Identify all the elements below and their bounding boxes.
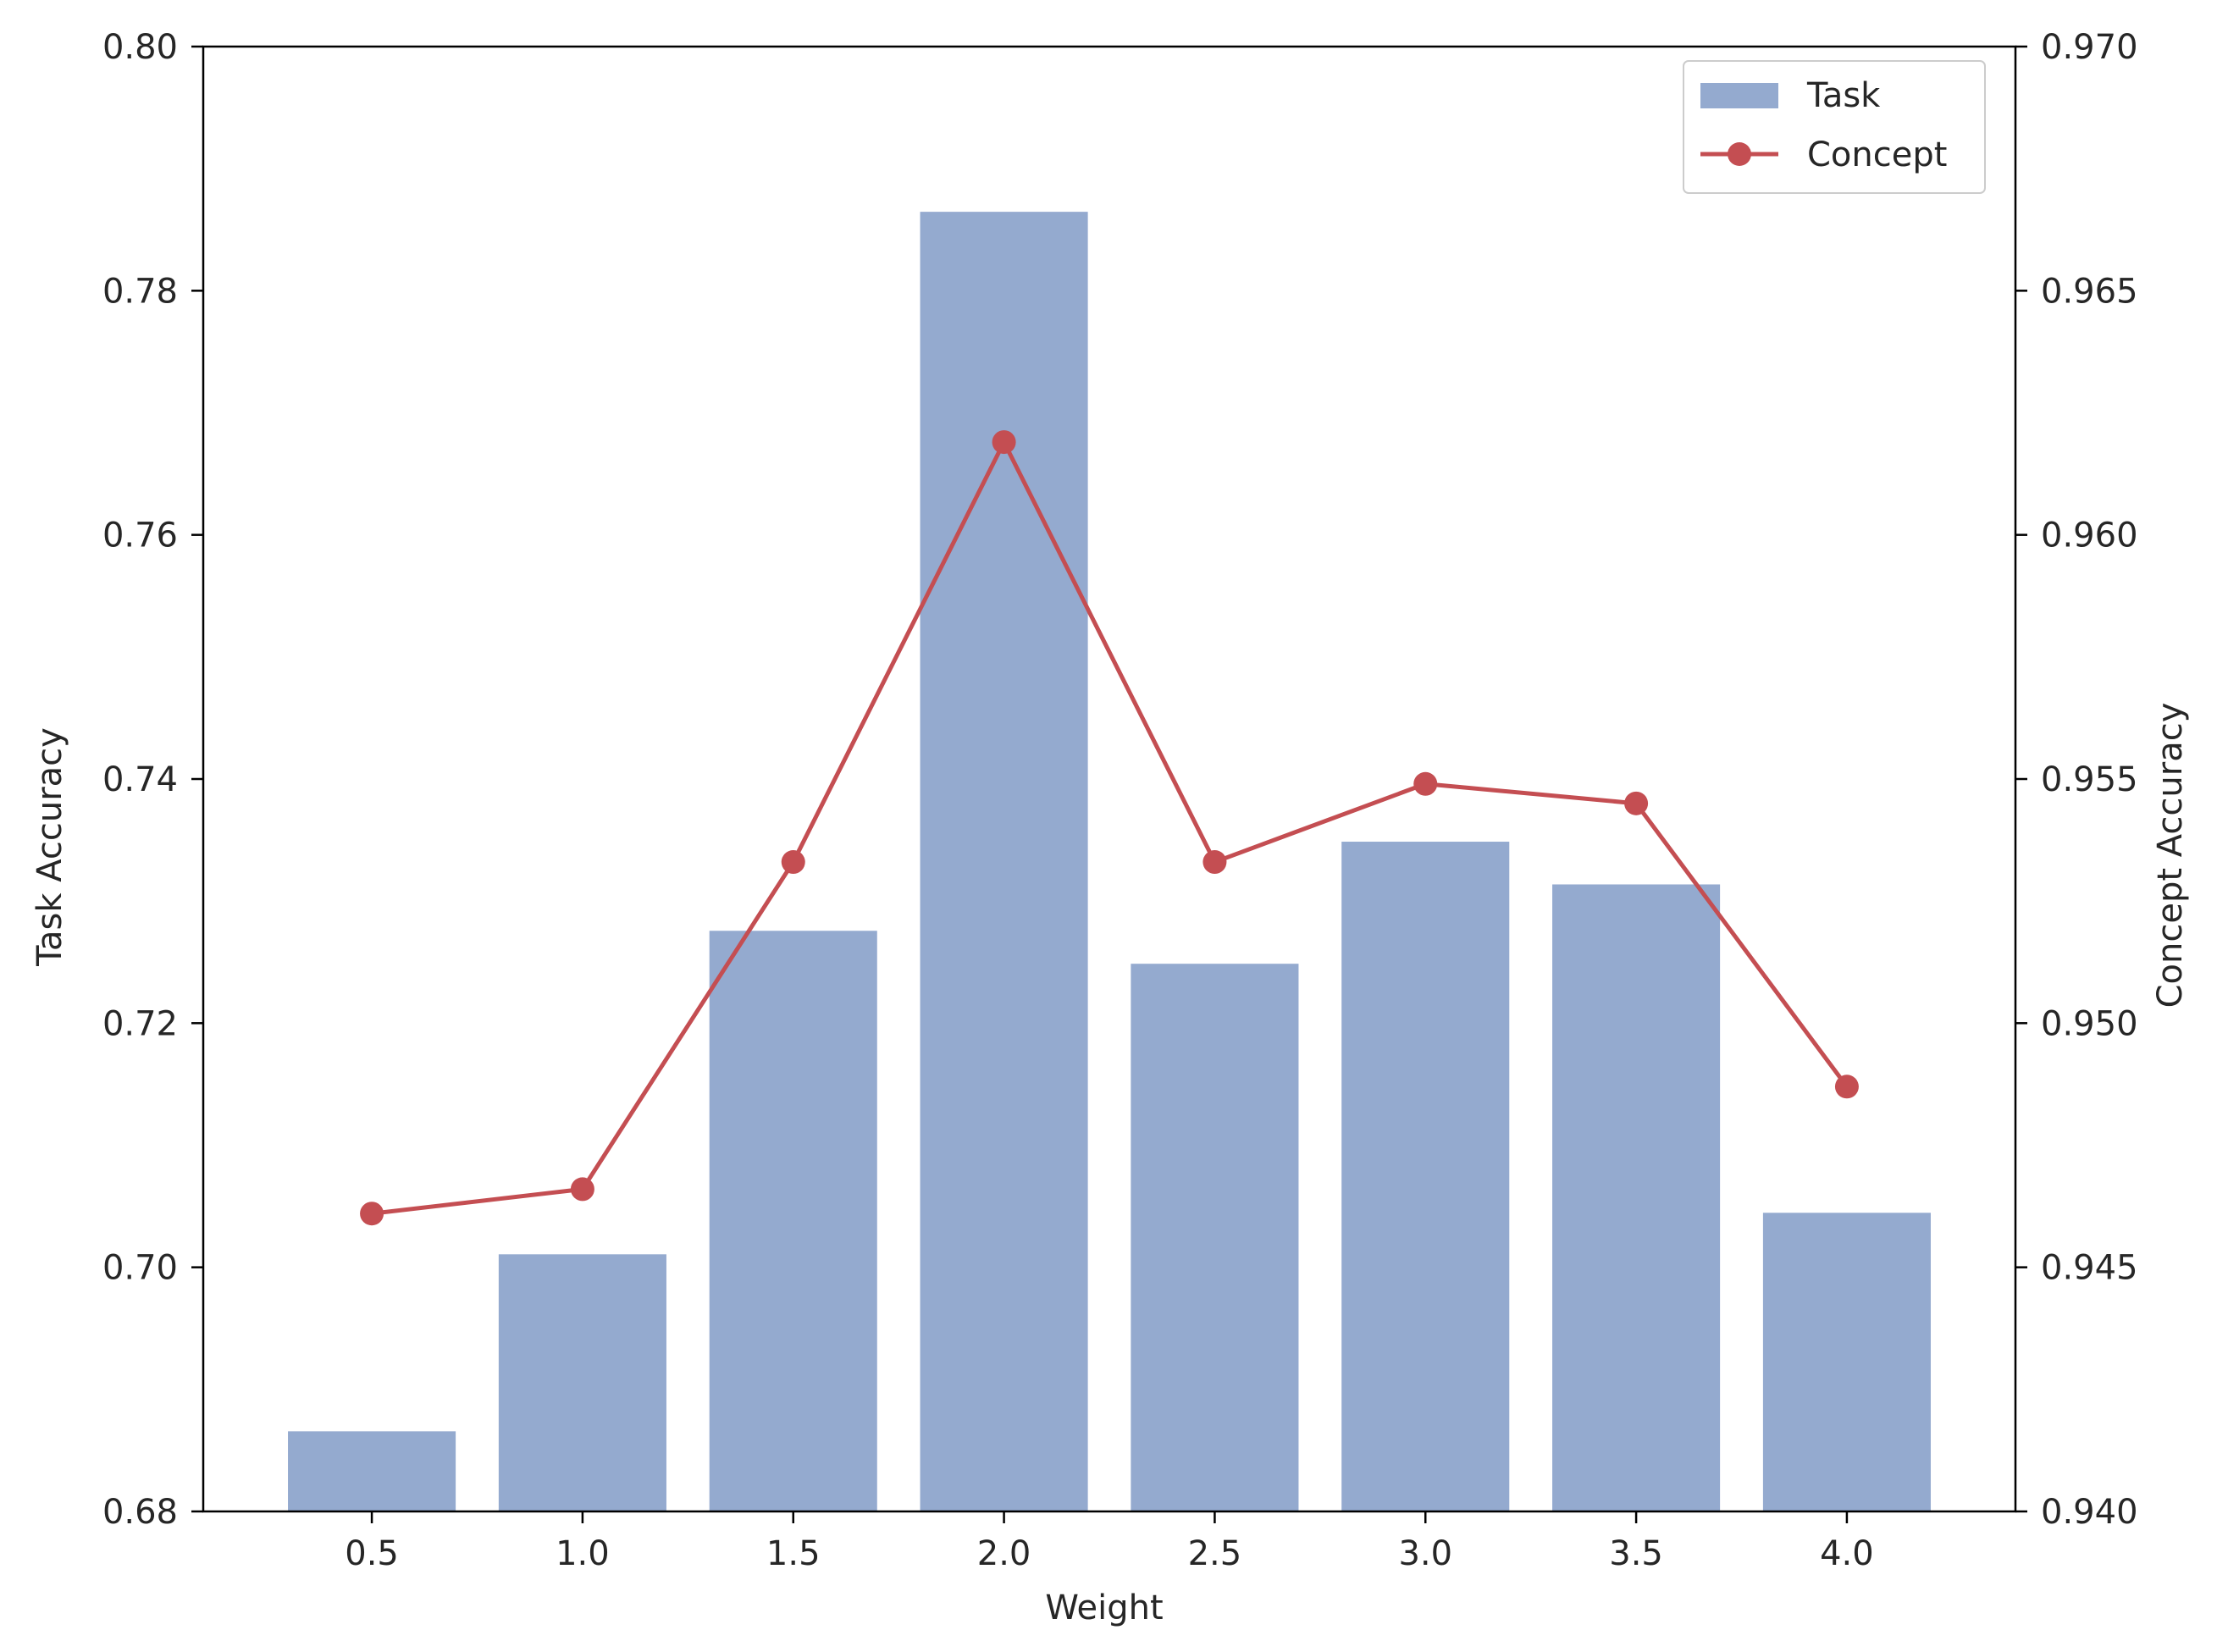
legend: Task Concept xyxy=(1683,60,1986,194)
concept-point-1.0 xyxy=(570,1177,594,1202)
x-tick-label: 3.0 xyxy=(1398,1534,1452,1573)
concept-point-2.5 xyxy=(1202,850,1227,875)
bars-layer xyxy=(287,211,1932,1512)
y-right-tick-label: 0.945 xyxy=(2041,1249,2138,1288)
legend-label-task: Task xyxy=(1806,76,1881,115)
plot-frame xyxy=(202,45,2017,1513)
y-right-tick-label: 0.960 xyxy=(2041,517,2138,555)
concept-line xyxy=(371,439,1849,1216)
y-axis-left-title: Task Accuracy xyxy=(30,727,69,967)
y-left-tick-label: 0.76 xyxy=(102,517,178,555)
legend-label-concept: Concept xyxy=(1807,135,1947,174)
x-tick-label: 1.0 xyxy=(556,1534,610,1573)
concept-point-2.0 xyxy=(992,430,1016,455)
concept-point-4.0 xyxy=(1834,1075,1859,1099)
legend-swatch-task xyxy=(1700,83,1778,108)
x-axis-title: Weight xyxy=(1045,1588,1163,1627)
concept-point-3.0 xyxy=(1413,771,1438,796)
y-axis-right-title: Concept Accuracy xyxy=(2151,703,2190,1008)
y-right-tick-label: 0.955 xyxy=(2041,760,2138,799)
y-right-tick-label: 0.940 xyxy=(2041,1493,2138,1532)
y-left-tick-label: 0.80 xyxy=(102,28,178,67)
x-tick-label: 2.5 xyxy=(1188,1534,1242,1573)
bar-task-2.5 xyxy=(1130,963,1300,1512)
bar-task-2.0 xyxy=(919,211,1089,1512)
legend-swatch-concept-marker xyxy=(1728,142,1751,166)
concept-point-1.5 xyxy=(781,850,805,875)
bar-task-1.0 xyxy=(497,1253,667,1512)
y-right-tick-label: 0.965 xyxy=(2041,272,2138,311)
y-left-tick-label: 0.74 xyxy=(102,760,178,799)
y-left-tick-label: 0.68 xyxy=(102,1493,178,1532)
y-right-tick-label: 0.970 xyxy=(2041,28,2138,67)
axes-layer: 0.5 1.0 1.5 2.0 2.5 3.0 3.5 4.0 0.68 0.70 0.72 0.74… xyxy=(102,28,2138,1573)
x-tick-label: 0.5 xyxy=(345,1534,399,1573)
bar-task-1.5 xyxy=(708,930,878,1512)
bar-task-0.5 xyxy=(287,1430,457,1512)
y-left-tick-label: 0.70 xyxy=(102,1249,178,1288)
bar-task-3.0 xyxy=(1341,841,1511,1512)
x-tick-label: 2.0 xyxy=(977,1534,1031,1573)
y-left-tick-label: 0.72 xyxy=(102,1004,178,1043)
x-tick-label: 4.0 xyxy=(1820,1534,1874,1573)
x-tick-label: 1.5 xyxy=(766,1534,821,1573)
bar-task-4.0 xyxy=(1761,1212,1932,1512)
concept-point-0.5 xyxy=(360,1202,384,1226)
x-tick-label: 3.5 xyxy=(1609,1534,1663,1573)
bar-task-3.5 xyxy=(1551,883,1722,1512)
y-right-tick-label: 0.950 xyxy=(2041,1004,2138,1043)
y-left-tick-label: 0.78 xyxy=(102,272,178,311)
concept-line-layer xyxy=(360,430,1859,1226)
concept-point-3.5 xyxy=(1624,791,1649,815)
